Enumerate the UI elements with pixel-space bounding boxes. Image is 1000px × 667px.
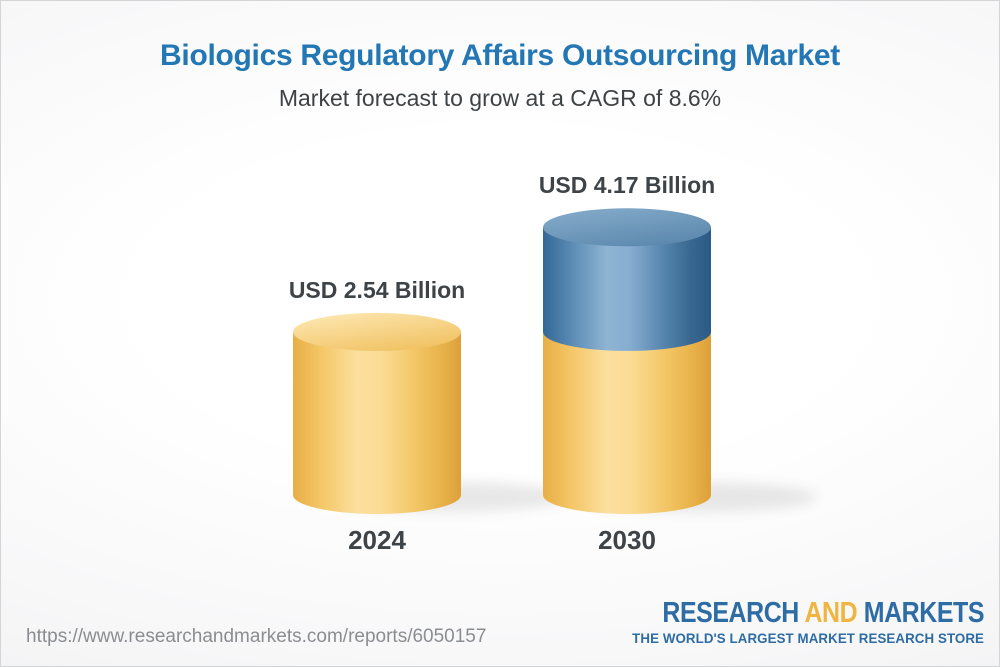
logo-word-and: AND <box>804 597 858 629</box>
report-url: https://www.researchandmarkets.com/repor… <box>26 626 487 647</box>
logo-tagline: THE WORLD'S LARGEST MARKET RESEARCH STOR… <box>632 630 984 647</box>
page-title: Biologics Regulatory Affairs Outsourcing… <box>160 39 840 72</box>
chart-bars <box>293 208 817 514</box>
logo-word-research: RESEARCH <box>662 597 799 629</box>
value-label-2030: USD 4.17 Billion <box>538 172 716 199</box>
page-subtitle: Market forecast to grow at a CAGR of 8.6… <box>278 85 722 111</box>
logo-word-markets: MARKETS <box>863 597 985 629</box>
value-label-2024: USD 2.54 Billion <box>288 276 466 303</box>
category-label-2024: 2024 <box>348 525 406 555</box>
logo-wordmark: RESEARCH AND MARKETS <box>662 598 984 628</box>
category-label-2030: 2030 <box>598 525 656 555</box>
research-and-markets-logo: RESEARCH AND MARKETS THE WORLD'S LARGEST… <box>610 598 984 647</box>
